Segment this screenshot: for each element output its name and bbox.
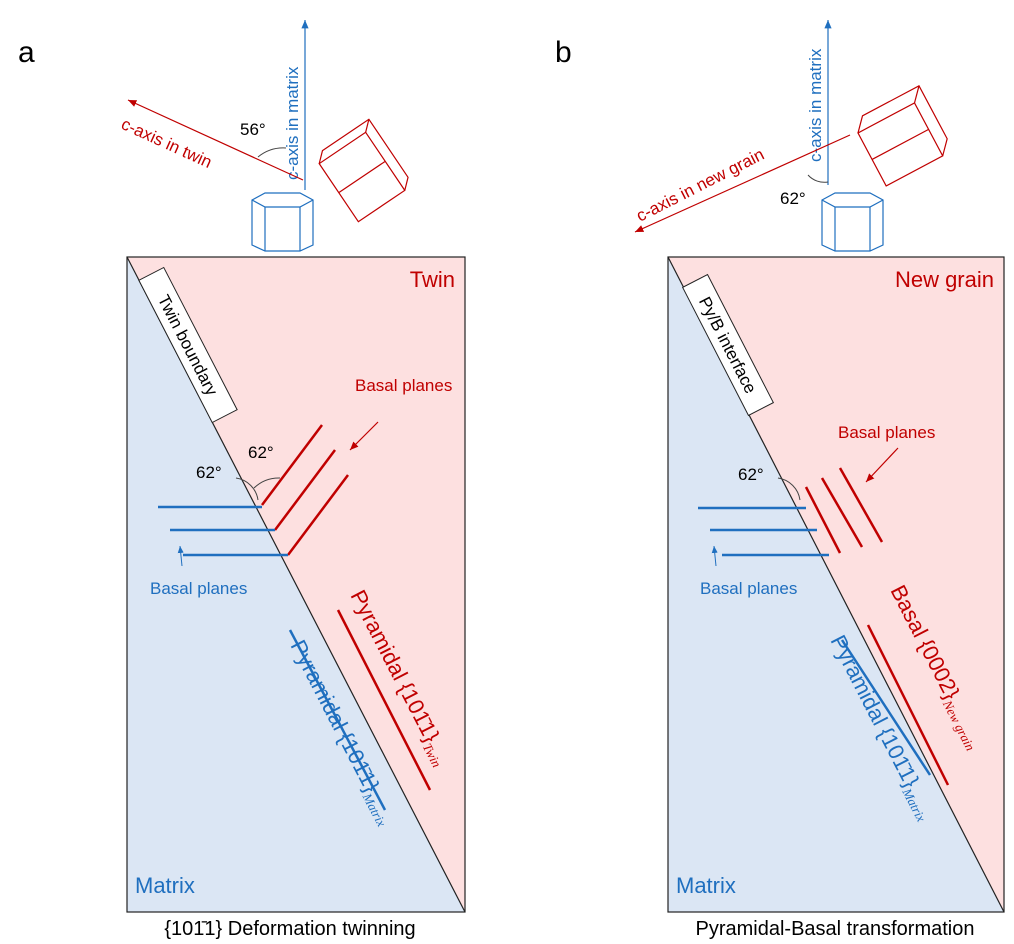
basal-label: Basal planes [700, 579, 797, 598]
panel-label: b [555, 36, 572, 69]
c-axis-arrow [635, 135, 850, 232]
new-grain-crystal [852, 86, 953, 186]
angle-label: 62° [738, 465, 764, 484]
angle-label: 62° [248, 443, 274, 462]
panel-label: a [18, 36, 35, 69]
panel-b: b New grain Matrix Py/B interface Basal … [555, 20, 1004, 940]
basal-label: Basal planes [150, 579, 247, 598]
panel-a: a Twin Matrix Twin boundary Basal planes… [18, 20, 465, 940]
caption: Pyramidal-Basal transformation [696, 918, 975, 940]
caption: {101̄1} Deformation twinning [164, 918, 415, 940]
region-label: New grain [895, 267, 994, 292]
angle-label: 62° [780, 189, 806, 208]
c-axis-label: c-axis in matrix [283, 66, 302, 180]
c-axis-label: c-axis in new grain [633, 145, 767, 226]
twin-crystal [314, 119, 413, 221]
region-label: Twin [410, 267, 455, 292]
basal-label: Basal planes [355, 376, 452, 395]
basal-label: Basal planes [838, 423, 935, 442]
figure: a Twin Matrix Twin boundary Basal planes… [0, 0, 1014, 944]
c-axis-label: c-axis in twin [118, 114, 214, 172]
angle-label: 62° [196, 463, 222, 482]
c-axis-label: c-axis in matrix [806, 48, 825, 162]
region-label: Matrix [676, 873, 736, 898]
matrix-crystal [822, 193, 883, 251]
angle-arc [258, 148, 286, 157]
matrix-crystal [252, 193, 313, 251]
angle-label: 56° [240, 120, 266, 139]
region-label: Matrix [135, 873, 195, 898]
angle-arc [808, 175, 828, 182]
